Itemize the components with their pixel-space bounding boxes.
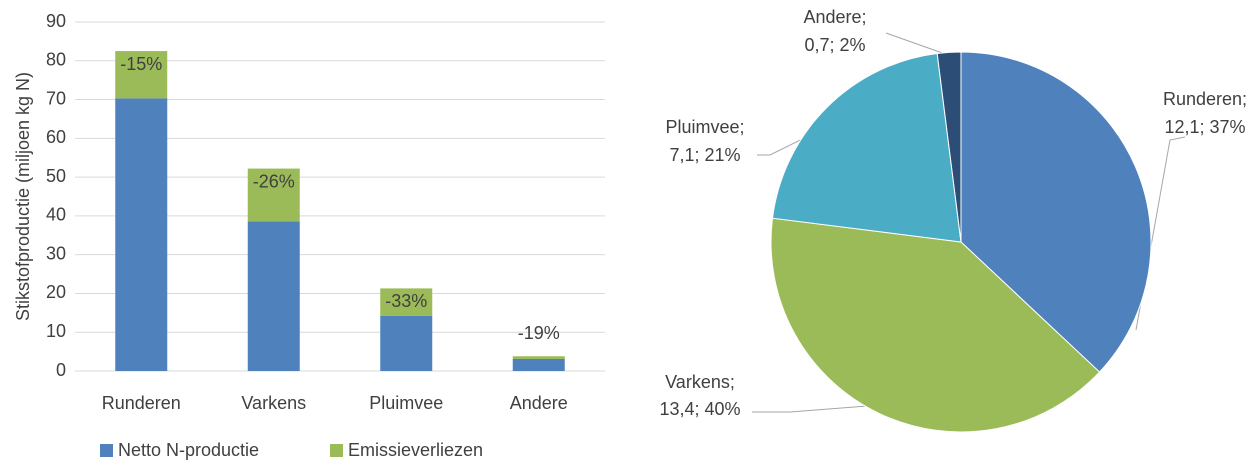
bar-segment <box>247 168 300 222</box>
y-tick-label: 50 <box>46 166 66 186</box>
slice-label: Varkens; <box>665 372 735 392</box>
y-tick-label: 20 <box>46 282 66 302</box>
bar-segment <box>247 221 300 371</box>
y-tick-label: 30 <box>46 243 66 263</box>
x-tick-label: Andere <box>510 393 568 413</box>
y-tick-label: 40 <box>46 205 66 225</box>
y-tick-label: 60 <box>46 127 66 147</box>
slice-label: Pluimvee; <box>665 117 744 137</box>
legend-swatch <box>100 444 113 457</box>
pie-slice <box>770 217 1101 433</box>
x-tick-label: Runderen <box>102 393 181 413</box>
leader-line <box>752 404 881 413</box>
y-tick-label: 90 <box>46 11 66 31</box>
slice-label: Runderen; <box>1163 89 1247 109</box>
legend-label: Emissieverliezen <box>348 440 483 460</box>
slice-value-label: 7,1; 21% <box>669 145 740 165</box>
y-tick-label: 70 <box>46 88 66 108</box>
bar-segment <box>380 288 433 316</box>
data-label: -19% <box>518 323 560 343</box>
bar-segment <box>512 356 565 359</box>
y-axis-title: Stikstofproductie (miljoen kg N) <box>13 72 33 321</box>
slice-label: Andere; <box>803 7 866 27</box>
y-tick-label: 0 <box>56 360 66 380</box>
data-label: -15% <box>120 54 162 74</box>
data-label: -26% <box>253 171 295 191</box>
data-label: -33% <box>385 291 427 311</box>
pie-slice <box>936 51 962 243</box>
leader-line <box>885 32 949 56</box>
x-tick-label: Varkens <box>241 393 306 413</box>
y-tick-label: 10 <box>46 321 66 341</box>
pie-slice <box>960 51 1152 373</box>
bar-segment <box>115 98 168 372</box>
bar-segment <box>512 358 565 371</box>
y-tick-label: 80 <box>46 50 66 70</box>
pie-slice <box>771 52 962 243</box>
bar-segment <box>115 51 168 99</box>
legend-swatch <box>330 444 343 457</box>
bar-segment <box>380 315 433 371</box>
x-tick-label: Pluimvee <box>369 393 443 413</box>
slice-value-label: 12,1; 37% <box>1164 117 1245 137</box>
slice-value-label: 0,7; 2% <box>804 35 865 55</box>
slice-value-label: 13,4; 40% <box>659 399 740 419</box>
legend-label: Netto N-productie <box>118 440 259 460</box>
